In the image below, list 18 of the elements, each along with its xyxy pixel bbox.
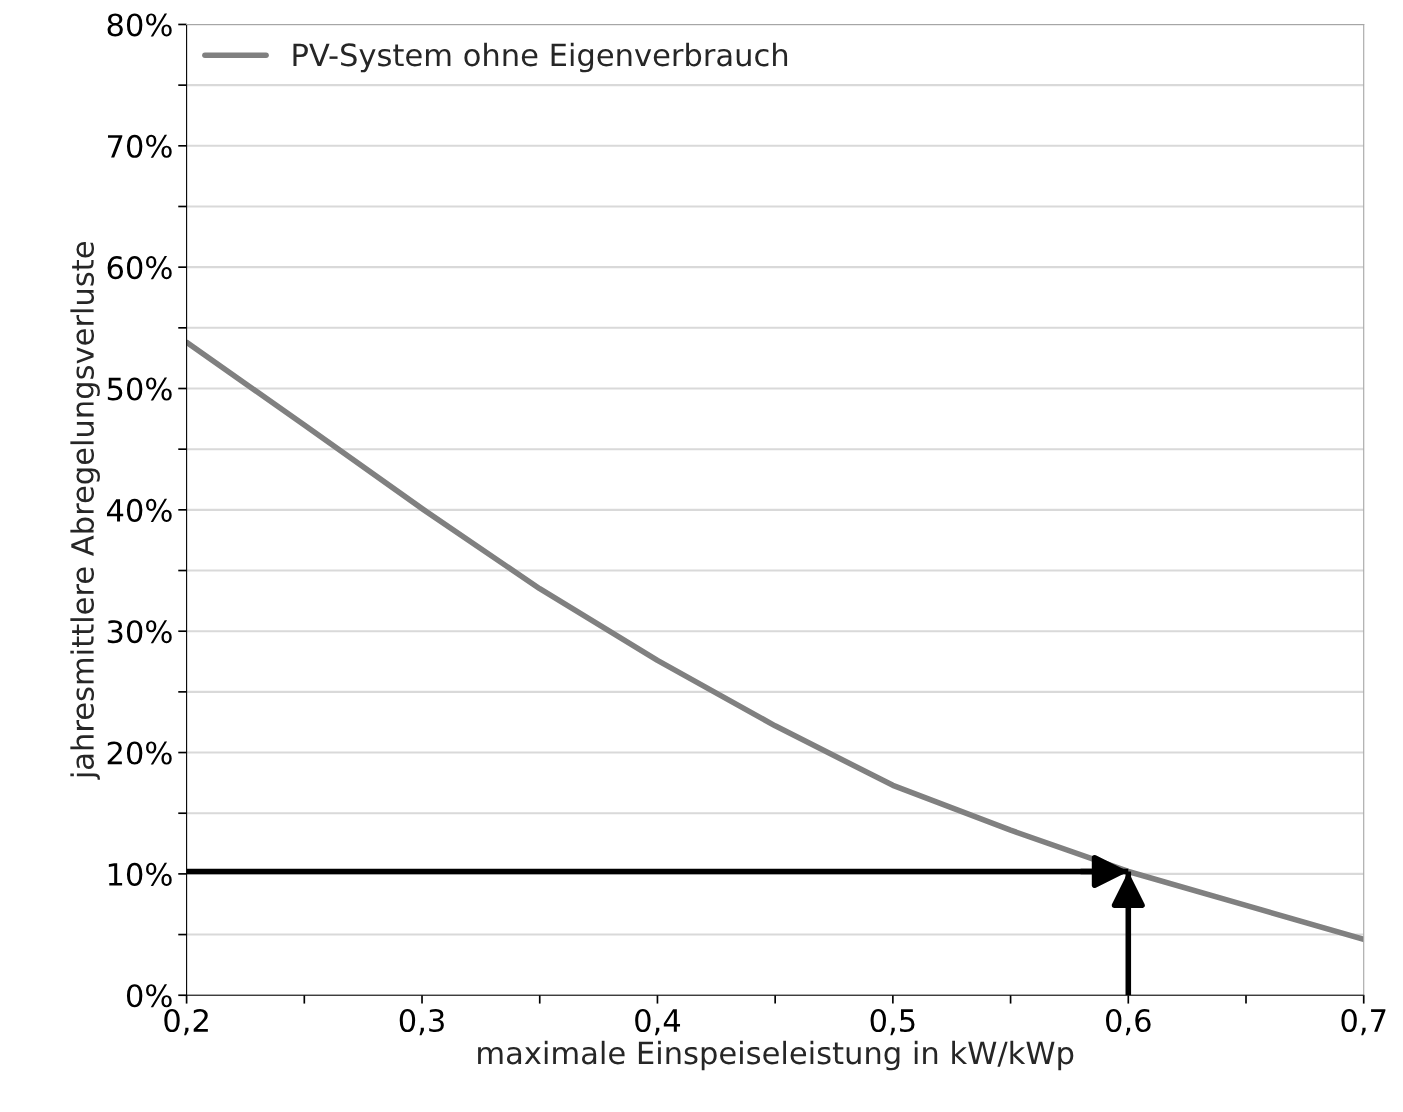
y-tick-label: 30%	[107, 620, 172, 644]
y-tick-label: 0%	[126, 984, 172, 1008]
y-tick-label: 80%	[107, 13, 172, 37]
y-tick-label: 10%	[108, 862, 172, 886]
x-tick-label: 0,6	[1106, 1008, 1151, 1036]
x-tick-label: 0,5	[870, 1008, 915, 1036]
x-tick-label: 0,2	[164, 1008, 208, 1036]
y-tick-label: 70%	[108, 134, 172, 158]
y-tick-label: 60%	[107, 256, 172, 280]
y-tick-label: 20%	[107, 741, 172, 765]
x-axis-title: maximale Einspeiseleistung in kW/kWp	[478, 1040, 1074, 1071]
x-tick-label: 0,4	[635, 1008, 681, 1036]
x-tick-label: 0,3	[399, 1008, 444, 1036]
y-axis-title: jahresmittlere Abregelungsverluste	[70, 242, 100, 780]
y-tick-label: 50%	[107, 377, 172, 401]
y-tick-label: 40%	[106, 498, 172, 522]
legend-label: PV-System ohne Eigenverbrauch	[293, 42, 788, 73]
x-tick-label: 0,7	[1341, 1008, 1386, 1036]
